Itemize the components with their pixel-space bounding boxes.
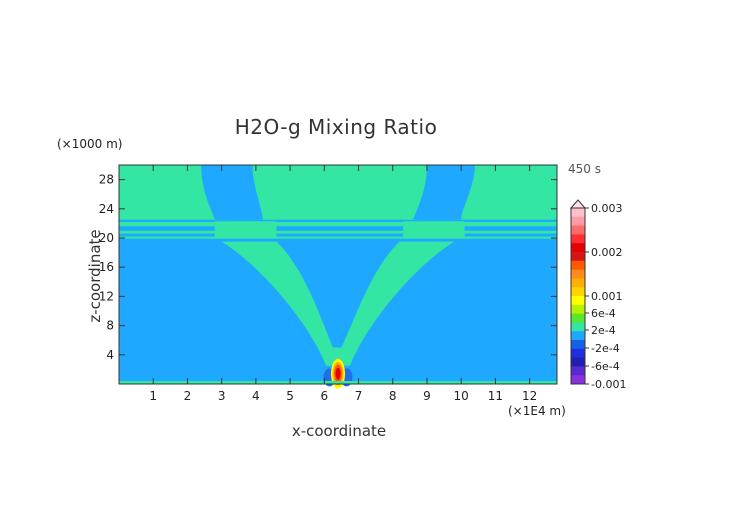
colorbar-label: -0.001 xyxy=(591,378,626,391)
colorbar-swatch xyxy=(571,340,585,350)
colorbar-label: 0.003 xyxy=(591,202,623,215)
colorbar-label: 0.002 xyxy=(591,246,623,259)
y-tick-label: 16 xyxy=(99,260,114,274)
surface-layer xyxy=(119,381,557,384)
y-tick-label: 4 xyxy=(106,348,114,362)
colorbar-label: 0.001 xyxy=(591,290,623,303)
layer-bump-left xyxy=(214,221,277,238)
chart-title: H2O-g Mixing Ratio xyxy=(234,115,438,139)
y-tick-label: 28 xyxy=(99,173,114,187)
colorbar-swatch xyxy=(571,375,585,385)
colorbar-swatch xyxy=(571,225,585,235)
colorbar-swatch xyxy=(571,260,585,271)
upper-channel-right xyxy=(413,165,475,220)
x-tick-label: 8 xyxy=(389,389,397,403)
colorbar-top-arrow xyxy=(569,199,587,209)
x-tick-label: 9 xyxy=(423,389,431,403)
y-tick-label: 20 xyxy=(99,231,114,245)
upper-moist-layer xyxy=(119,165,557,220)
colorbar-swatch xyxy=(571,313,585,323)
colorbar-swatch xyxy=(571,348,585,359)
colorbar-swatch xyxy=(571,208,585,218)
layer-bump-right xyxy=(403,221,465,238)
colorbar-swatch xyxy=(571,296,585,306)
time-label: 450 s xyxy=(568,162,601,176)
y-tick-label: 8 xyxy=(106,319,114,333)
upper-channel-left xyxy=(201,165,263,220)
colorbar-swatch xyxy=(571,252,585,262)
colorbar-swatch xyxy=(571,322,585,332)
colorbar-label: -6e-4 xyxy=(591,360,620,373)
x-tick-label: 5 xyxy=(286,389,294,403)
colorbar-swatch xyxy=(571,243,585,253)
x-tick-label: 10 xyxy=(454,389,469,403)
x-tick-label: 4 xyxy=(252,389,260,403)
thin-layer-3 xyxy=(119,236,557,239)
colorbar-swatch xyxy=(571,216,585,227)
x-tick-label: 6 xyxy=(320,389,328,403)
thin-layer-1 xyxy=(119,221,557,227)
x-axis-label: x-coordinate xyxy=(291,422,387,440)
x-tick-label: 2 xyxy=(184,389,192,403)
colorbar-label: -2e-4 xyxy=(591,342,620,355)
colorbar-swatch xyxy=(571,278,585,288)
colorbar-swatch xyxy=(571,304,585,315)
x-tick-label: 11 xyxy=(488,389,503,403)
x-tick-label: 12 xyxy=(522,389,537,403)
x-tick-label: 7 xyxy=(355,389,363,403)
plume-arms xyxy=(221,241,455,366)
y-tick-label: 12 xyxy=(99,289,114,303)
colorbar-swatch xyxy=(571,366,585,376)
x-tick-label: 3 xyxy=(218,389,226,403)
thin-layer-2 xyxy=(119,230,557,234)
plot-frame xyxy=(118,164,558,385)
y-tick-label: 24 xyxy=(99,202,114,216)
colorbar-swatch xyxy=(571,234,585,244)
x-axis-unit: (×1E4 m) xyxy=(508,404,566,418)
colorbar-swatch xyxy=(571,287,585,297)
x-tick-label: 1 xyxy=(149,389,157,403)
y-axis-unit: (×1000 m) xyxy=(57,137,123,151)
colorbar-swatch xyxy=(571,269,585,279)
colorbar-swatch xyxy=(571,331,585,341)
colorbar-label: 6e-4 xyxy=(591,307,616,320)
colorbar-label: 2e-4 xyxy=(591,324,616,337)
surface-source-ring-3 xyxy=(335,367,341,380)
colorbar-swatch xyxy=(571,357,585,367)
